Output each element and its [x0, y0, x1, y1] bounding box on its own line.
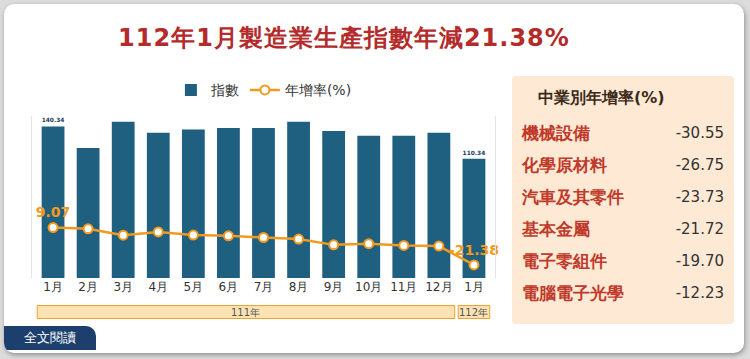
svg-text:6月: 6月 — [219, 280, 239, 294]
svg-text:-21.38: -21.38 — [449, 242, 499, 258]
svg-text:3月: 3月 — [113, 280, 133, 294]
svg-text:7月: 7月 — [254, 280, 274, 294]
svg-text:9月: 9月 — [324, 280, 344, 294]
svg-text:111年: 111年 — [231, 307, 260, 318]
svg-text:5月: 5月 — [184, 280, 204, 294]
svg-text:1月: 1月 — [464, 280, 484, 294]
svg-text:11月: 11月 — [390, 280, 417, 294]
html-text:化學原材料: 化學原材料 — [522, 154, 607, 175]
html-text:汽車及其零件: 汽車及其零件 — [522, 186, 624, 207]
svg-text:112年: 112年 — [459, 307, 488, 318]
svg-text:4月: 4月 — [148, 280, 168, 294]
html-text:全文閱讀: 全文閱讀 — [24, 330, 76, 345]
svg-text:2月: 2月 — [78, 280, 98, 294]
html-text:-21.72: -21.72 — [675, 220, 724, 238]
svg-text:12月: 12月 — [425, 280, 452, 294]
html-text:112年1月製造業生產指數年減21.38%: 112年1月製造業生產指數年減21.38% — [118, 24, 570, 52]
html-text:電腦電子光學: 電腦電子光學 — [522, 282, 624, 303]
svg-text:1月: 1月 — [43, 280, 63, 294]
html-text:基本金屬: 基本金屬 — [522, 218, 590, 239]
svg-text:8月: 8月 — [289, 280, 309, 294]
html-text:-12.23: -12.23 — [675, 284, 724, 302]
html-text:機械設備: 機械設備 — [522, 122, 590, 143]
svg-text:140.34: 140.34 — [42, 117, 65, 123]
svg-text:10月: 10月 — [355, 280, 382, 294]
svg-text:110.34: 110.34 — [463, 150, 486, 156]
svg-text:年增率(%): 年增率(%) — [285, 82, 351, 98]
svg-text:指數: 指數 — [210, 82, 239, 98]
html-text:-30.55: -30.55 — [675, 124, 724, 142]
svg-text:9.07: 9.07 — [36, 204, 71, 220]
html-text:-19.70: -19.70 — [675, 252, 724, 270]
html-text:-26.75: -26.75 — [675, 156, 724, 174]
html-text:-23.73: -23.73 — [675, 188, 724, 206]
html-text:中業別年增率(%): 中業別年增率(%) — [538, 88, 665, 107]
html-text:電子零組件: 電子零組件 — [522, 250, 607, 271]
